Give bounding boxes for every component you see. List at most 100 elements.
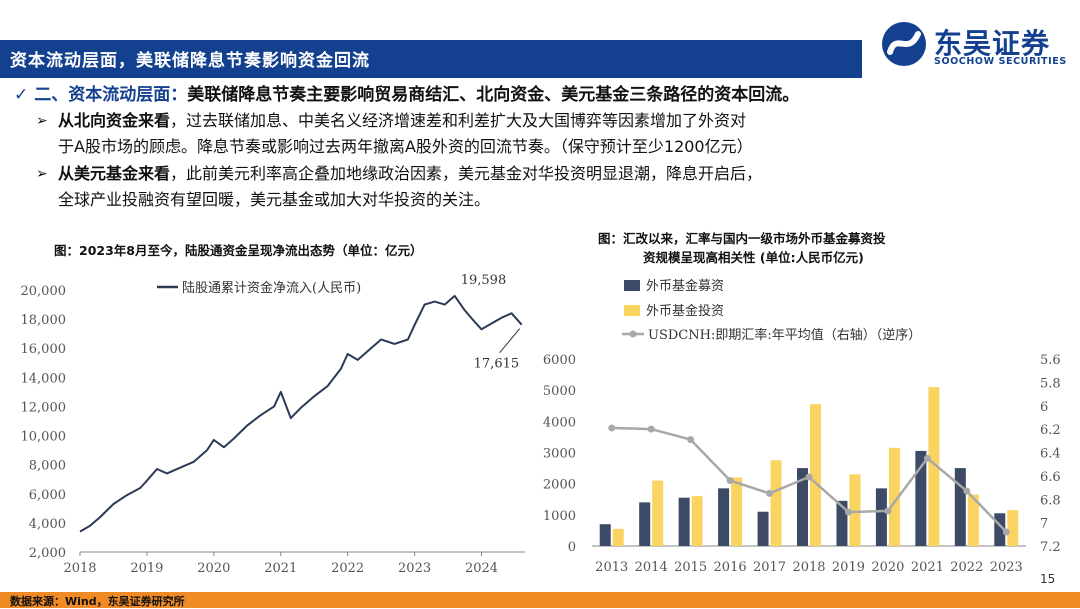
y2-tick-label: 5.8 — [1040, 376, 1061, 391]
bar-fund-raising — [994, 513, 1006, 546]
x-tick-label: 2014 — [635, 560, 668, 575]
y-tick-label: 8,000 — [29, 459, 66, 474]
x-tick-label: 2021 — [264, 561, 297, 576]
chart-title-usd-fund-line1: 图：汇改以来，汇率与国内一级市场外币基金募资投 — [598, 231, 886, 246]
y-tick-label: 16,000 — [21, 342, 67, 357]
y2-tick-label: 6.6 — [1040, 470, 1061, 485]
arrow-right-icon: ➢ — [36, 166, 48, 182]
legend-label-northbound: 陆股通累计资金净流入(人民币) — [182, 280, 361, 296]
y-tick-label: 10,000 — [21, 430, 67, 445]
header-bar — [0, 40, 862, 78]
bar-fund-raising — [797, 468, 808, 546]
x-tick-label: 2020 — [871, 560, 904, 575]
sub-bullet-text: 全球产业投融资有望回暖，美元基金或加大对华投资的关注。 — [58, 190, 491, 209]
legend-label-usdcnh: USDCNH:即期汇率:年平均值（右轴）（逆序） — [648, 327, 921, 343]
bar-fund-investment — [731, 477, 743, 546]
bar-fund-raising — [718, 488, 730, 546]
y-tick-label: 6,000 — [29, 488, 66, 503]
point-usdcnh — [884, 507, 892, 515]
point-usdcnh — [647, 425, 655, 433]
annotation-peak-value: 19,598 — [461, 273, 507, 288]
point-usdcnh — [726, 477, 734, 485]
sub-bullet-text: 于A股市场的顾虑。降息节奏或影响过去两年撤离A股外资的回流节奏。（保守预计至少1… — [58, 137, 753, 156]
main-bullet: ✓ 二、资本流动层面：美联储降息节奏主要影响贸易商结汇、北向资金、美元基金三条路径… — [14, 80, 799, 105]
footer-bar — [0, 592, 1080, 608]
bar-fund-investment — [770, 460, 782, 546]
point-usdcnh — [766, 489, 774, 497]
x-tick-label: 2015 — [674, 560, 707, 575]
bar-fund-investment — [810, 404, 821, 546]
y-tick-label: 1000 — [543, 509, 576, 524]
y2-tick-label: 7 — [1040, 517, 1048, 532]
y-tick-label: 18,000 — [21, 313, 67, 328]
data-source: 数据来源：Wind，东吴证券研究所 — [10, 595, 185, 608]
page-title: 资本流动层面，美联储降息节奏影响资金回流 — [10, 51, 370, 71]
x-tick-label: 2020 — [197, 561, 230, 576]
bar-fund-investment — [888, 447, 900, 546]
point-usdcnh — [687, 436, 695, 444]
bar-fund-investment — [928, 387, 940, 546]
legend-label-fund-raising: 外币基金募资 — [646, 278, 724, 294]
chart-title-usd-fund-line2: 资规模呈现高相关性 (单位:人民币亿元) — [643, 250, 864, 265]
point-usdcnh — [608, 424, 616, 432]
legend-swatch-fund-investment — [624, 305, 640, 316]
annotation-leader-line — [499, 328, 521, 354]
chart-title-northbound: 图：2023年8月至今，陆股通资金呈现净流出态势（单位：亿元） — [54, 243, 423, 258]
logo-text: 东吴证券 — [934, 27, 1051, 60]
x-tick-label: 2022 — [331, 561, 364, 576]
x-tick-label: 2017 — [753, 560, 786, 575]
point-usdcnh — [1002, 528, 1010, 536]
x-tick-label: 2013 — [595, 560, 628, 575]
y-tick-label: 4,000 — [29, 517, 66, 532]
bar-fund-raising — [678, 497, 690, 546]
x-tick-label: 2022 — [950, 560, 983, 575]
x-tick-label: 2019 — [832, 560, 865, 575]
y2-tick-label: 6.2 — [1040, 423, 1061, 438]
bar-fund-raising — [639, 502, 651, 546]
bar-fund-raising — [954, 468, 966, 546]
northbound-line-chart: 2,000 4,000 6,000 8,000 10,000 12,000 14,000 16… — [21, 273, 525, 576]
annotation-latest-value: 17,615 — [474, 357, 520, 372]
soochow-logo-icon — [882, 22, 926, 66]
y-tick-label: 2,000 — [29, 546, 66, 561]
check-icon: ✓ — [14, 85, 29, 105]
y-tick-label: 12,000 — [21, 400, 67, 415]
bar-fund-investment — [1007, 510, 1019, 546]
x-tick-label: 2024 — [465, 561, 498, 576]
page-number: 15 — [1040, 572, 1056, 586]
logo-subtext: SOOCHOW SECURITIES — [934, 56, 1067, 67]
sub-bullet-text: ，过去联储加息、中美名义经济增速差和利差扩大及大国博弈等因素增加了外资对 — [170, 111, 747, 130]
y-tick-label: 20,000 — [21, 284, 67, 299]
y-tick-label: 0 — [568, 540, 576, 555]
sub-bullet-northbound: ➢ 从北向资金来看，过去联储加息、中美名义经济增速差和利差扩大及大国博弈等因素增… — [36, 108, 1058, 160]
sub-bullet-lead: 从美元基金来看 — [58, 164, 171, 183]
bar-fund-raising — [836, 500, 848, 546]
y-tick-label: 14,000 — [21, 371, 67, 386]
main-bullet-lead: 二、资本流动层面： — [34, 85, 188, 105]
bar-fund-investment — [967, 494, 979, 546]
sub-bullet-lead: 从北向资金来看 — [58, 111, 171, 130]
bar-fund-investment — [691, 496, 703, 546]
point-usdcnh — [805, 473, 813, 481]
y2-tick-label: 7.2 — [1040, 540, 1061, 555]
y2-tick-label: 6.4 — [1040, 447, 1061, 462]
point-usdcnh — [844, 508, 852, 516]
bar-fund-investment — [849, 474, 861, 546]
bar-fund-raising — [757, 511, 769, 546]
x-tick-label: 2018 — [792, 560, 825, 575]
y-tick-label: 4000 — [543, 415, 576, 430]
point-usdcnh — [963, 487, 971, 495]
sub-bullet-text: ，此前美元利率高企叠加地缘政治因素，美元基金对华投资明显退潮，降息开启后， — [170, 164, 763, 183]
y-tick-label: 3000 — [543, 447, 576, 462]
series-line-northbound — [79, 294, 523, 533]
y2-tick-label: 5.6 — [1040, 353, 1061, 368]
bar-fund-raising — [915, 450, 927, 546]
x-tick-label: 2023 — [990, 560, 1023, 575]
y-tick-label: 6000 — [543, 353, 576, 368]
bar-fund-raising — [599, 524, 611, 546]
legend-marker-usdcnh — [629, 330, 637, 338]
bar-fund-investment — [652, 480, 664, 546]
y2-tick-label: 6 — [1040, 400, 1048, 415]
point-usdcnh — [923, 454, 931, 462]
legend-swatch-fund-raising — [624, 280, 640, 291]
